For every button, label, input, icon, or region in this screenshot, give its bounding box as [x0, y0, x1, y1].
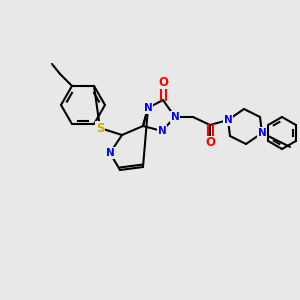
Text: O: O: [158, 76, 168, 88]
Text: N: N: [224, 115, 232, 125]
Text: O: O: [205, 136, 215, 149]
Text: N: N: [171, 112, 179, 122]
Text: N: N: [158, 126, 166, 136]
Text: S: S: [96, 122, 104, 134]
Text: N: N: [144, 103, 152, 113]
Text: N: N: [106, 148, 114, 158]
Text: N: N: [258, 128, 266, 138]
